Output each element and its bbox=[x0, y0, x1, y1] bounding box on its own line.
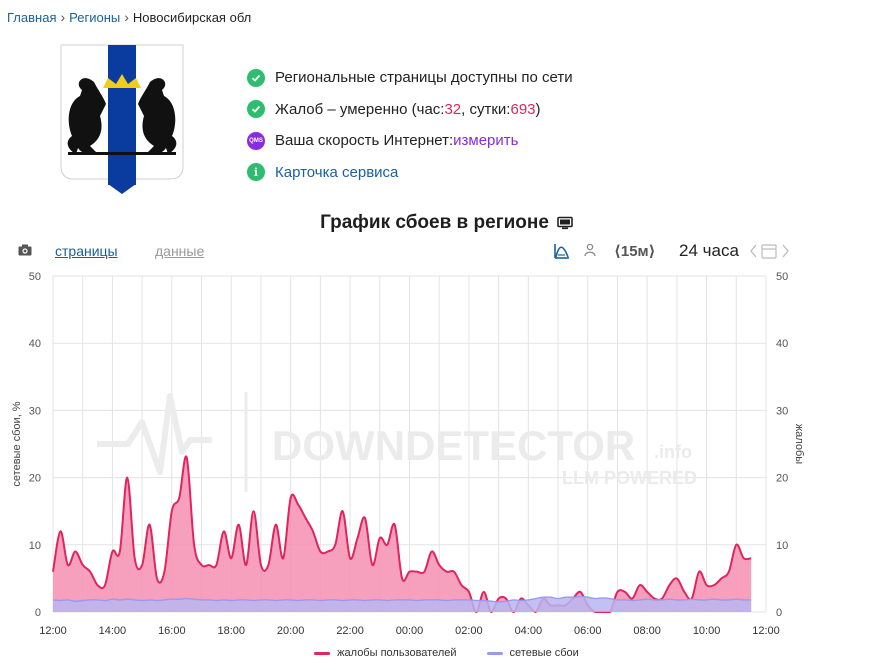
service-card-link[interactable]: Карточка сервиса bbox=[275, 163, 399, 181]
y-tick-label-left: 40 bbox=[29, 338, 41, 350]
x-tick-label: 18:00 bbox=[217, 625, 245, 637]
coat-of-arms-emblem bbox=[60, 44, 184, 194]
chevron-right-icon: › bbox=[60, 9, 66, 25]
interval-selector[interactable]: ⟨15м⟩ bbox=[614, 243, 656, 260]
check-circle-icon bbox=[247, 100, 265, 119]
status-pages-available: Региональные страницы доступны по сети bbox=[247, 62, 573, 94]
speed-test-link[interactable]: измерить bbox=[453, 132, 519, 150]
status-pages-text: Региональные страницы доступны по сети bbox=[275, 69, 573, 87]
watermark-pulse-icon bbox=[97, 393, 212, 475]
y-tick-label-right: 30 bbox=[776, 405, 788, 417]
breadcrumb: Главная › Регионы › Новосибирская обл bbox=[7, 9, 251, 25]
period-selector[interactable]: 24 часа bbox=[679, 241, 739, 260]
breadcrumb-home-link[interactable]: Главная bbox=[7, 9, 57, 25]
complaints-hour-value: 32 bbox=[444, 100, 462, 118]
camera-icon[interactable] bbox=[18, 244, 32, 256]
complaints-day-value: 693 bbox=[510, 100, 536, 118]
complaints-suffix: ) bbox=[535, 100, 541, 118]
x-tick-label: 14:00 bbox=[99, 625, 127, 637]
y-axis-title-left: сетевые сбои, % bbox=[11, 401, 23, 486]
complaints-mid: , сутки: bbox=[461, 100, 511, 118]
chart-title-row: График сбоев в регионе bbox=[0, 212, 893, 234]
watermark-suffix: .info bbox=[654, 442, 692, 462]
status-speed: QMS Ваша скорость Интернет: измерить bbox=[247, 125, 573, 157]
legend-swatch-complaints bbox=[314, 651, 331, 655]
x-tick-label: 20:00 bbox=[277, 625, 305, 637]
tab-data[interactable]: данные bbox=[155, 243, 205, 259]
y-tick-label-left: 20 bbox=[29, 473, 41, 485]
check-circle-icon bbox=[247, 68, 265, 87]
x-tick-label: 10:00 bbox=[693, 625, 721, 637]
legend-label-outages: сетевые сбои bbox=[509, 647, 579, 659]
status-complaints: Жалоб – умеренно (час: 32, сутки: 693) bbox=[247, 94, 573, 126]
speed-label: Ваша скорость Интернет: bbox=[275, 132, 454, 150]
user-icon[interactable] bbox=[584, 243, 596, 257]
period-nav-controls[interactable] bbox=[750, 242, 790, 260]
info-icon: i bbox=[247, 163, 265, 182]
watermark-sub: LLM POWERED bbox=[562, 468, 697, 488]
x-tick-label: 16:00 bbox=[158, 625, 186, 637]
y-tick-label-left: 0 bbox=[35, 607, 41, 619]
chart-toolbar: страницы данные ⟨15м⟩ 24 часа bbox=[0, 240, 893, 264]
legend-outages[interactable]: сетевые сбои bbox=[486, 647, 579, 659]
legend-complaints[interactable]: жалобы пользователей bbox=[314, 647, 457, 659]
breadcrumb-current: Новосибирская обл bbox=[132, 9, 252, 25]
y-tick-label-right: 40 bbox=[776, 338, 788, 350]
area-chart-icon[interactable] bbox=[553, 242, 571, 260]
series-area-complaints bbox=[53, 456, 752, 612]
watermark-main: DOWNDETECTOR bbox=[272, 422, 635, 469]
y-tick-label-right: 50 bbox=[776, 271, 788, 283]
y-tick-label-left: 10 bbox=[29, 540, 41, 552]
y-axis-title-right: жалобы bbox=[793, 424, 805, 464]
outage-chart: 0 0 10 10 20 20 30 30 40 40 50 50 12:00 14:00 16:00 18:… bbox=[11, 271, 805, 637]
chart-legend: жалобы пользователей сетевые сбои bbox=[0, 647, 893, 659]
y-tick-label-right: 20 bbox=[776, 473, 788, 485]
legend-swatch-outages bbox=[486, 651, 503, 655]
x-tick-label: 06:00 bbox=[574, 625, 602, 637]
qms-icon: QMS bbox=[247, 131, 265, 150]
x-tick-label: 08:00 bbox=[633, 625, 661, 637]
legend-label-complaints: жалобы пользователей bbox=[337, 647, 457, 659]
x-tick-label: 12:00 bbox=[752, 625, 780, 637]
complaints-prefix: Жалоб – умеренно (час: bbox=[275, 100, 445, 118]
chevron-right-icon: › bbox=[124, 9, 129, 25]
x-tick-label: 02:00 bbox=[455, 625, 483, 637]
x-tick-label: 22:00 bbox=[336, 625, 364, 637]
x-tick-label: 04:00 bbox=[515, 625, 543, 637]
x-tick-label: 12:00 bbox=[39, 625, 67, 637]
y-tick-label-left: 50 bbox=[29, 271, 41, 283]
series-line-outages bbox=[52, 595, 752, 603]
y-tick-label-right: 0 bbox=[776, 607, 782, 619]
breadcrumb-regions-link[interactable]: Регионы bbox=[69, 9, 121, 25]
y-tick-label-left: 30 bbox=[29, 405, 41, 417]
series-line-complaints bbox=[52, 455, 752, 613]
tab-pages[interactable]: страницы bbox=[55, 243, 118, 259]
chart-title: График сбоев в регионе bbox=[320, 212, 549, 233]
x-tick-label: 00:00 bbox=[396, 625, 424, 637]
region-status-list: Региональные страницы доступны по сети Ж… bbox=[247, 62, 573, 188]
y-tick-label-right: 10 bbox=[776, 540, 788, 552]
status-service-card: i Карточка сервиса bbox=[247, 157, 573, 189]
monitor-icon[interactable] bbox=[557, 216, 573, 230]
